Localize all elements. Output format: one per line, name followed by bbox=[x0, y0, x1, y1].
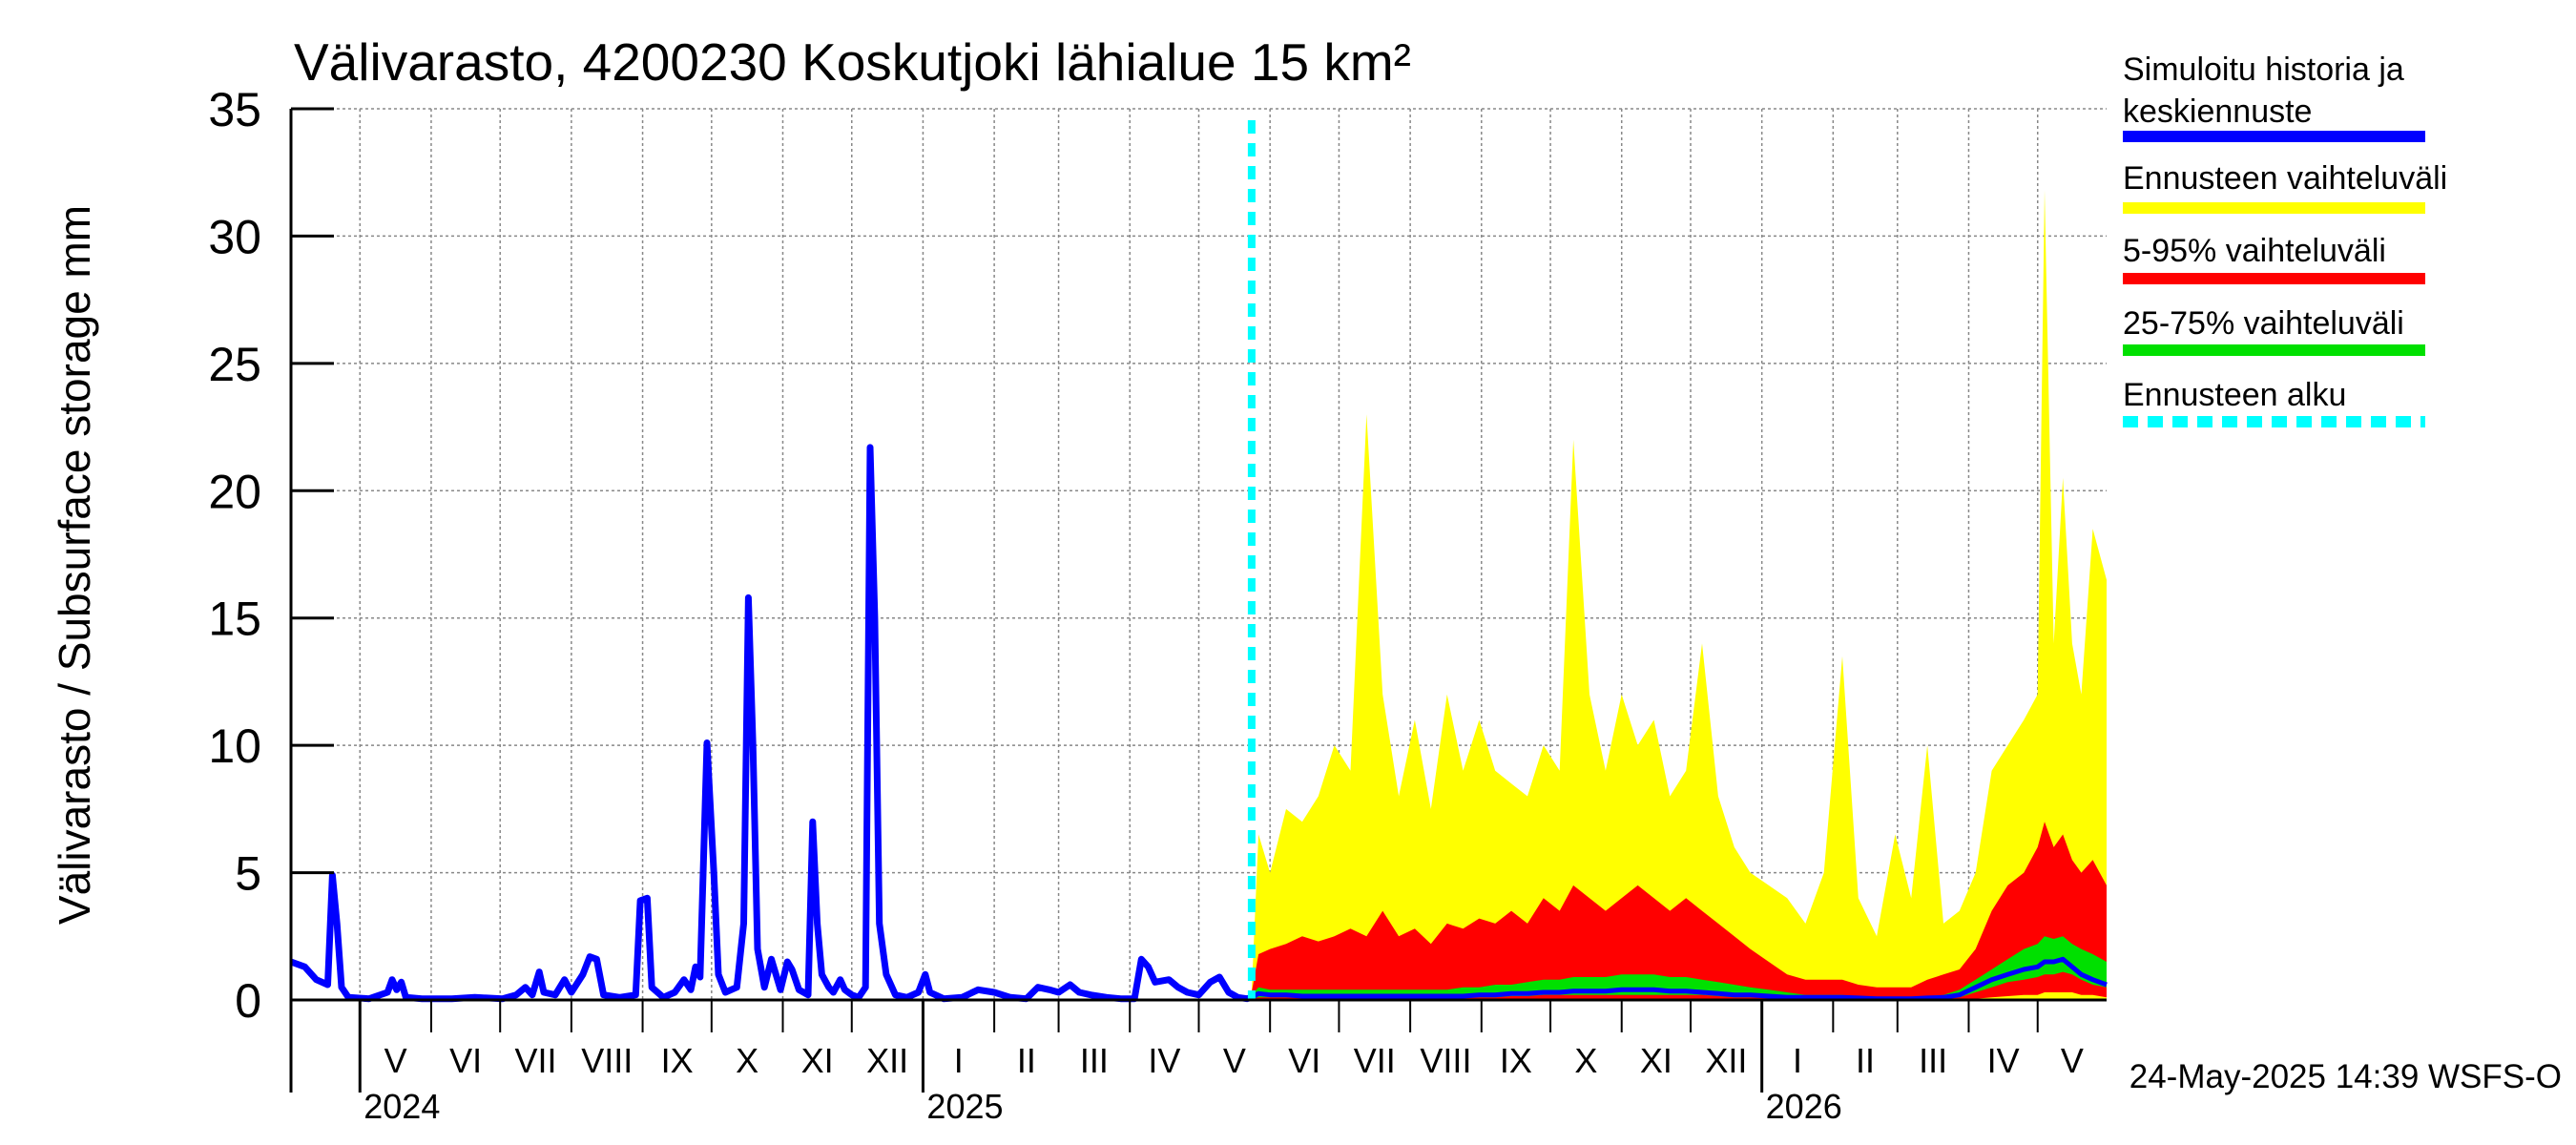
legend: Simuloitu historia ja keskiennuste Ennuste… bbox=[2123, 52, 2447, 427]
month-label: X bbox=[736, 1041, 758, 1080]
y-tick-label: 15 bbox=[208, 593, 261, 646]
y-tick-label: 25 bbox=[208, 338, 261, 391]
month-label: VIII bbox=[1420, 1041, 1471, 1080]
month-label: IV bbox=[1987, 1041, 2020, 1080]
month-label: I bbox=[1793, 1041, 1802, 1080]
legend-label: 25-75% vaihteluväli bbox=[2123, 305, 2404, 342]
year-label: 2025 bbox=[926, 1087, 1003, 1126]
p5-95-band bbox=[1251, 822, 2107, 1000]
month-label: II bbox=[1017, 1041, 1036, 1080]
legend-label: keskiennuste bbox=[2123, 94, 2312, 130]
legend-label: Ennusteen vaihteluväli bbox=[2123, 160, 2447, 197]
month-label: V bbox=[1223, 1041, 1246, 1080]
month-label: III bbox=[1080, 1041, 1109, 1080]
y-tick-label: 20 bbox=[208, 465, 261, 518]
month-label: III bbox=[1919, 1041, 1947, 1080]
y-tick-label: 35 bbox=[208, 83, 261, 136]
legend-label: Ennusteen alku bbox=[2123, 377, 2346, 413]
y-axis-title: Välivarasto / Subsurface storage mm bbox=[50, 205, 99, 925]
month-label: II bbox=[1856, 1041, 1875, 1080]
month-label: I bbox=[954, 1041, 964, 1080]
y-tick-label: 30 bbox=[208, 210, 261, 263]
month-label: XI bbox=[1640, 1041, 1672, 1080]
forecast-mean-line bbox=[1250, 956, 2108, 1002]
month-label: V bbox=[384, 1041, 407, 1080]
year-label: 2026 bbox=[1766, 1087, 1842, 1126]
history-line bbox=[289, 444, 1253, 1003]
y-tick-label: 0 bbox=[235, 974, 261, 1028]
p25-75-band bbox=[1251, 936, 2107, 1000]
forecast-envelope bbox=[1251, 190, 2107, 1000]
footer-timestamp: 24-May-2025 14:39 WSFS-O bbox=[2129, 1058, 2562, 1095]
month-label: V bbox=[2061, 1041, 2084, 1080]
month-label: VII bbox=[1354, 1041, 1396, 1080]
month-label: XI bbox=[801, 1041, 834, 1080]
month-label: X bbox=[1574, 1041, 1597, 1080]
legend-label: 5-95% vaihteluväli bbox=[2123, 233, 2386, 269]
year-label: 2024 bbox=[364, 1087, 440, 1126]
month-label: IX bbox=[1500, 1041, 1532, 1080]
month-label: XII bbox=[866, 1041, 908, 1080]
month-label: IV bbox=[1148, 1041, 1180, 1080]
month-label: VI bbox=[1288, 1041, 1320, 1080]
month-label: VIII bbox=[581, 1041, 633, 1080]
month-label: VI bbox=[449, 1041, 482, 1080]
y-tick-label: 10 bbox=[208, 719, 261, 773]
series-layer bbox=[289, 120, 2108, 1003]
y-tick-label: 5 bbox=[235, 847, 261, 901]
chart-title: Välivarasto, 4200230 Koskutjoki lähialue… bbox=[294, 32, 1411, 92]
forecast-range-band bbox=[1251, 190, 2107, 1000]
month-label: IX bbox=[661, 1041, 694, 1080]
month-label: VII bbox=[515, 1041, 557, 1080]
legend-label: Simuloitu historia ja bbox=[2123, 52, 2404, 88]
month-label: XII bbox=[1705, 1041, 1747, 1080]
